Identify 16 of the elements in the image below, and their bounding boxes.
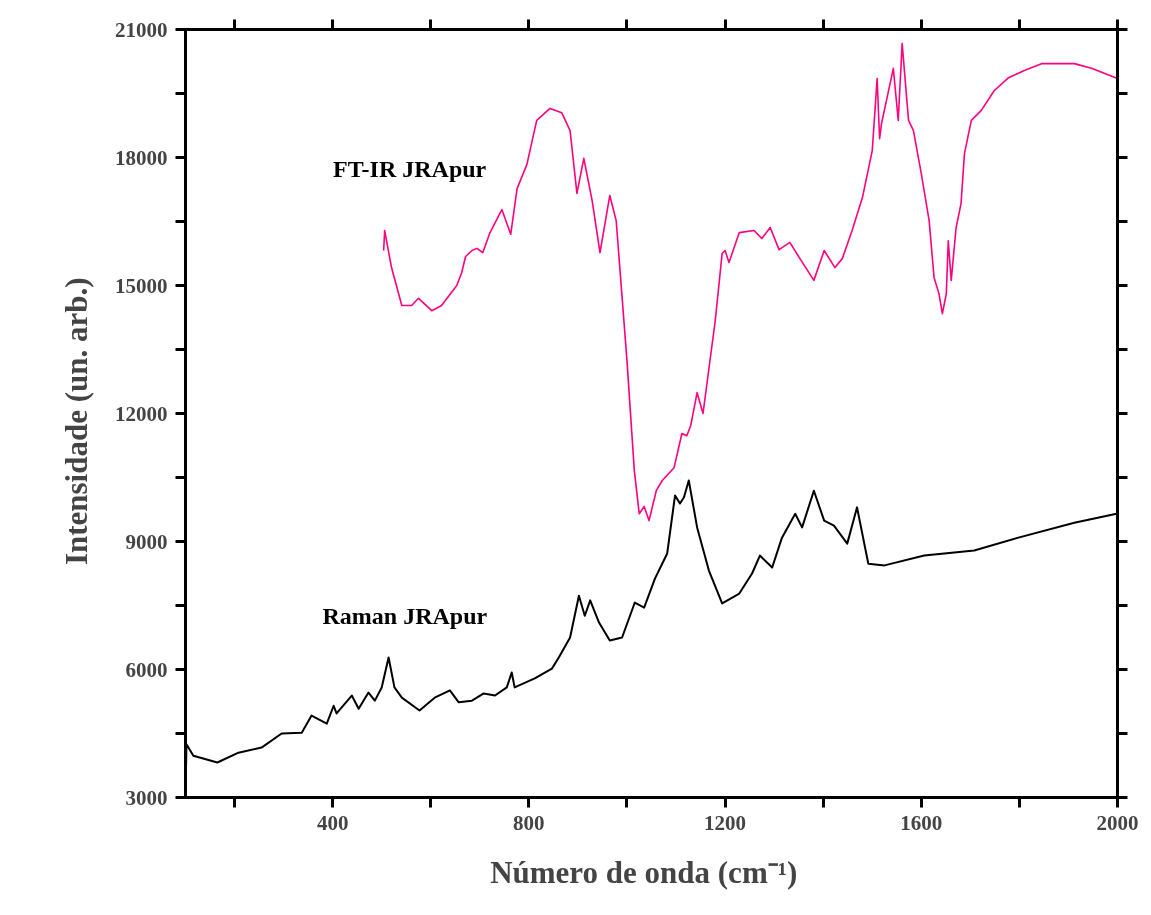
y-tick-label: 21000	[115, 17, 168, 42]
y-tick-label: 9000	[125, 529, 168, 554]
x-tick-label: 400	[316, 810, 349, 835]
x-tick-label: 1600	[900, 810, 943, 835]
y-tick-label: 18000	[115, 145, 168, 170]
y-tick-label: 12000	[115, 401, 168, 426]
y-tick-label: 3000	[125, 785, 168, 810]
series-label: Raman JRApur	[322, 602, 488, 629]
series-label: FT-IR JRApur	[333, 155, 487, 182]
y-tick-label: 6000	[125, 657, 168, 682]
x-tick-label: 800	[513, 810, 545, 835]
x-tick-label: 2000	[1096, 810, 1139, 835]
x-axis-title: Número de onda (cm⁻¹)	[490, 854, 798, 890]
y-axis-title: Intensidade (un. arb.)	[59, 277, 94, 566]
y-tick-label: 15000	[115, 273, 168, 298]
x-tick-label: 1200	[704, 810, 747, 835]
